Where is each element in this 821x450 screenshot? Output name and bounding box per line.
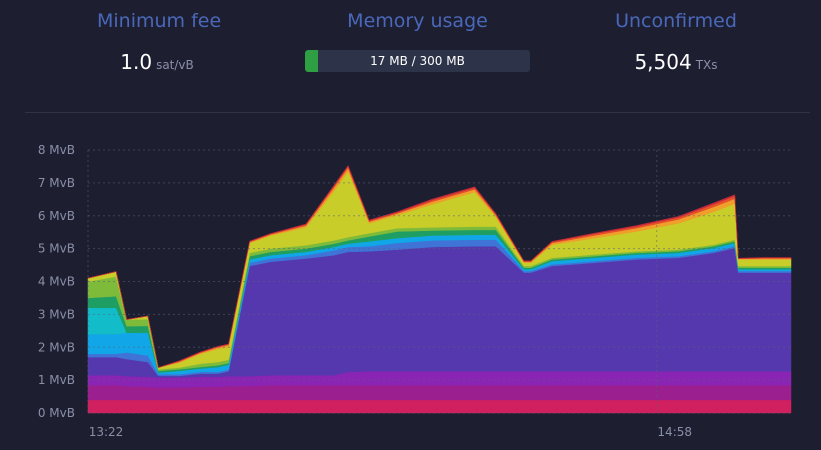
x-tick-label: 13:22	[89, 425, 124, 439]
divider	[25, 112, 810, 113]
memory-usage-bar: 17 MB / 300 MB	[305, 50, 530, 72]
memory-usage-stat: Memory usage 17 MB / 300 MB	[305, 10, 530, 72]
minimum-fee-stat: Minimum fee 1.0 sat/vB	[97, 10, 222, 74]
unconfirmed-title: Unconfirmed	[615, 10, 737, 32]
minimum-fee-unit: sat/vB	[156, 58, 194, 72]
unconfirmed-unit: TXs	[695, 58, 718, 72]
minimum-fee-title: Minimum fee	[97, 10, 222, 32]
area-series-2	[87, 384, 792, 401]
y-tick-label: 7 MvB	[38, 176, 75, 190]
unconfirmed-stat: Unconfirmed 5,504 TXs	[612, 10, 740, 74]
unconfirmed-value-row: 5,504 TXs	[612, 50, 740, 74]
memory-usage-label: 17 MB / 300 MB	[370, 54, 465, 68]
area-series-1	[87, 399, 792, 414]
y-tick-label: 4 MvB	[38, 275, 75, 289]
memory-usage-fill	[305, 50, 318, 72]
y-tick-label: 2 MvB	[38, 340, 75, 354]
area-series-13	[87, 164, 792, 368]
unconfirmed-value: 5,504	[634, 50, 692, 74]
minimum-fee-value: 1.0	[120, 50, 153, 74]
y-tick-label: 8 MvB	[38, 143, 75, 157]
y-tick-label: 3 MvB	[38, 307, 75, 321]
y-tick-label: 1 MvB	[38, 373, 75, 387]
y-tick-label: 6 MvB	[38, 209, 75, 223]
x-tick-label: 14:58	[657, 425, 692, 439]
y-tick-label: 5 MvB	[38, 242, 75, 256]
x-axis: 13:22 14:58	[89, 425, 692, 439]
mempool-stats: Minimum fee 1.0 sat/vB Memory usage 17 MB…	[0, 0, 821, 112]
chart-grid	[87, 149, 791, 414]
y-tick-label: 0 MvB	[38, 406, 75, 420]
memory-usage-title: Memory usage	[347, 10, 488, 32]
minimum-fee-value-row: 1.0 sat/vB	[97, 50, 217, 74]
y-axis: 0 MvB 1 MvB 2 MvB 3 MvB 4 MvB 5 MvB 6 MvB 7 MvB…	[38, 143, 75, 420]
area-series-group	[87, 164, 792, 414]
